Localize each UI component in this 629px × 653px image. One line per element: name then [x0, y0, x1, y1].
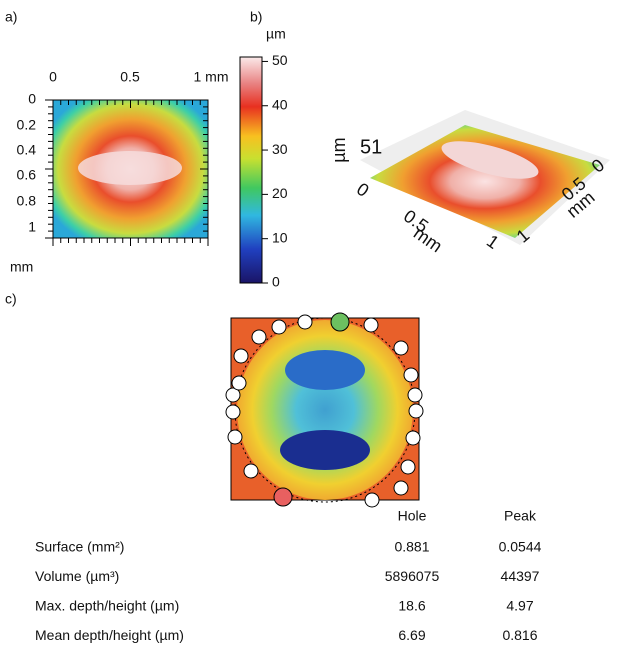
control-point	[407, 387, 423, 403]
row-label: Mean depth/height (µm)	[35, 627, 184, 643]
cell: 0.816	[502, 627, 537, 643]
cell: 6.69	[398, 627, 425, 643]
end-point	[273, 487, 293, 507]
y-tick-label: 0	[28, 91, 36, 107]
hole-region	[285, 350, 365, 390]
control-point	[271, 319, 287, 335]
y-tick-label: 0.4	[17, 142, 37, 158]
plateau	[441, 141, 539, 179]
x-tick-label: 1 mm	[194, 69, 229, 85]
cell: 0.0544	[499, 539, 542, 555]
control-point	[243, 463, 259, 479]
results-table: Hole Peak Surface (mm²) 0.881 0.0544 Volume…	[35, 508, 542, 644]
z-unit: µm	[329, 137, 349, 162]
control-points	[225, 312, 424, 508]
tick-label: 40	[272, 96, 288, 112]
panel-label: a)	[5, 9, 17, 25]
tick-label: 50	[272, 52, 288, 68]
row-label: Max. depth/height (µm)	[35, 598, 179, 614]
cell: 5896075	[385, 568, 440, 584]
control-point	[393, 340, 409, 356]
y-tick-label: 0.8	[17, 193, 37, 209]
x-label: 0	[353, 179, 373, 201]
cell: 0.881	[394, 539, 429, 555]
col-header: Hole	[398, 508, 427, 524]
colorbar	[239, 56, 263, 284]
tick-label: 20	[272, 185, 288, 201]
control-point	[233, 348, 249, 364]
y-unit: mm	[10, 259, 33, 275]
x-tick-label: 0	[49, 69, 57, 85]
x-tick-label: 0.5	[120, 69, 140, 85]
z-max: 51	[360, 136, 382, 158]
row-label: Volume (µm³)	[35, 568, 119, 584]
control-point	[405, 430, 421, 446]
row-label: Surface (mm²)	[35, 539, 124, 555]
start-point	[330, 312, 350, 332]
colorbar-unit: µm	[266, 26, 286, 42]
x-label: 1	[483, 231, 503, 253]
panel-label: b)	[250, 9, 262, 25]
cell: 44397	[501, 568, 540, 584]
y-tick-label: 0.2	[17, 117, 37, 133]
control-point	[227, 429, 243, 445]
cell: 4.97	[506, 598, 533, 614]
tick-label: 0	[272, 274, 280, 290]
colorbar-ticks: 0 10 20 30 40 50	[262, 52, 288, 290]
cell: 18.6	[398, 598, 425, 614]
control-point	[231, 375, 247, 391]
control-point	[363, 317, 379, 333]
surface-3d	[370, 125, 600, 238]
control-point	[297, 314, 313, 330]
col-header: Peak	[504, 508, 537, 524]
hole-gradient	[237, 320, 413, 500]
plateau	[78, 151, 182, 185]
ticks	[45, 99, 209, 246]
control-point	[393, 480, 409, 496]
control-point	[400, 459, 416, 475]
tick-label: 30	[272, 141, 288, 157]
hole-region	[280, 430, 370, 470]
panel-label: c)	[5, 291, 17, 307]
control-point	[403, 367, 419, 383]
y-tick-label: 0.6	[17, 167, 37, 183]
control-point	[408, 403, 424, 419]
control-point	[364, 492, 380, 508]
control-point	[225, 404, 241, 420]
tick-label: 10	[272, 229, 288, 245]
control-point	[251, 329, 267, 345]
y-tick-label: 1	[28, 219, 36, 235]
control-point	[225, 387, 241, 403]
